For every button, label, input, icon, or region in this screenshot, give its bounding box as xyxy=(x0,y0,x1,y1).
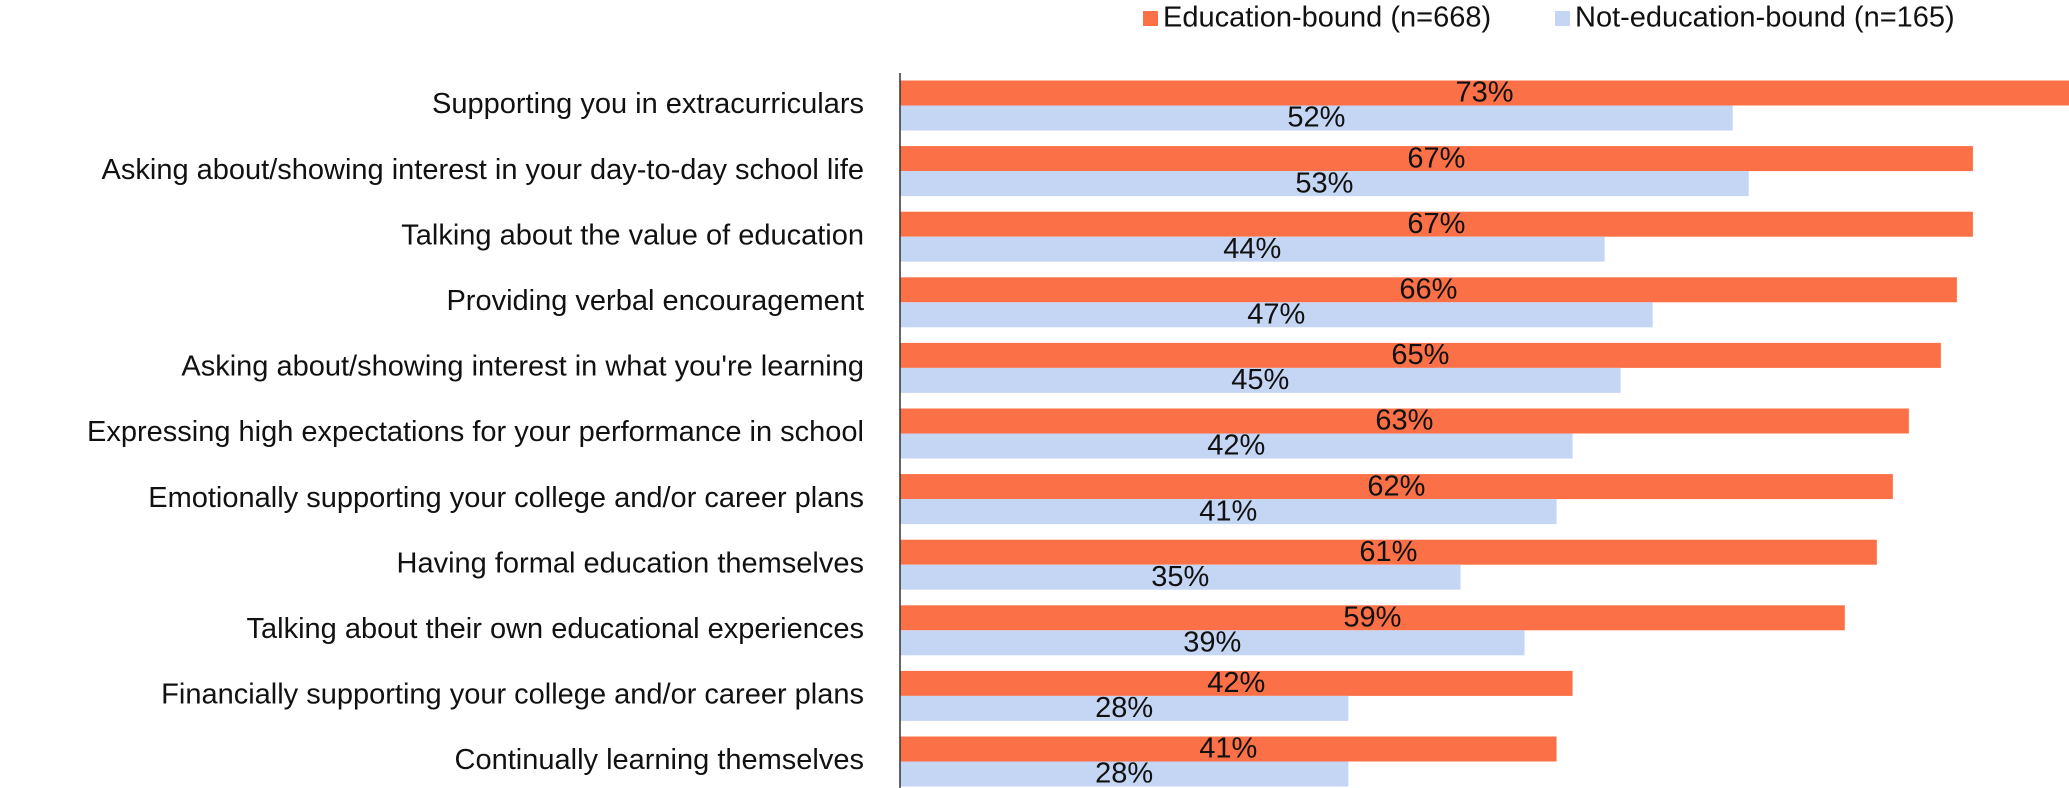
category-label: Providing verbal encouragement xyxy=(446,285,864,317)
bar xyxy=(900,80,2069,106)
legend-swatch xyxy=(1555,11,1570,26)
bar xyxy=(900,367,1621,393)
data-label: 67% xyxy=(1407,208,1465,240)
category-label: Having formal education themselves xyxy=(397,547,864,579)
bar xyxy=(900,605,1845,631)
bar xyxy=(900,211,1973,237)
legend-label: Education-bound (n=668) xyxy=(1163,2,1491,34)
bar xyxy=(900,277,1957,303)
data-label: 41% xyxy=(1199,495,1257,527)
data-label: 35% xyxy=(1151,561,1209,593)
bar xyxy=(900,474,1893,500)
data-label: 65% xyxy=(1391,339,1449,371)
category-label: Talking about their own educational expe… xyxy=(247,613,864,645)
data-label: 59% xyxy=(1343,601,1401,633)
data-label: 44% xyxy=(1223,233,1281,265)
data-label: 39% xyxy=(1183,626,1241,658)
data-label: 53% xyxy=(1295,167,1353,199)
data-label: 73% xyxy=(1455,77,1513,109)
bar xyxy=(900,499,1557,525)
data-label: 47% xyxy=(1247,298,1305,330)
bar xyxy=(900,105,1733,131)
data-label: 52% xyxy=(1287,102,1345,134)
bar xyxy=(900,342,1941,368)
bar xyxy=(900,433,1573,459)
data-label: 42% xyxy=(1207,667,1265,699)
bar xyxy=(900,695,1349,721)
data-label: 63% xyxy=(1375,405,1433,437)
bar xyxy=(900,630,1525,656)
category-label: Continually learning themselves xyxy=(455,744,864,776)
legend-label: Not-education-bound (n=165) xyxy=(1575,2,1955,34)
data-label: 28% xyxy=(1095,758,1153,788)
data-label: 45% xyxy=(1231,364,1289,396)
bar xyxy=(900,564,1461,590)
bar xyxy=(900,236,1605,262)
bar xyxy=(900,539,1877,565)
data-label: 28% xyxy=(1095,692,1153,724)
category-label: Asking about/showing interest in what yo… xyxy=(181,351,864,383)
data-label: 67% xyxy=(1407,142,1465,174)
bar xyxy=(900,761,1349,787)
data-label: 66% xyxy=(1399,273,1457,305)
bar xyxy=(900,302,1653,328)
category-label: Financially supporting your college and/… xyxy=(161,679,864,711)
category-label: Expressing high expectations for your pe… xyxy=(87,416,864,448)
data-label: 42% xyxy=(1207,430,1265,462)
data-label: 62% xyxy=(1367,470,1425,502)
category-label: Asking about/showing interest in your da… xyxy=(102,154,864,186)
legend-swatch xyxy=(1143,11,1158,26)
bar xyxy=(900,146,1973,172)
bar xyxy=(900,408,1909,434)
bar xyxy=(900,670,1573,696)
bar xyxy=(900,736,1557,762)
bar xyxy=(900,171,1749,197)
category-label: Supporting you in extracurriculars xyxy=(432,88,864,120)
data-label: 61% xyxy=(1359,536,1417,568)
category-label: Talking about the value of education xyxy=(401,219,864,251)
category-label: Emotionally supporting your college and/… xyxy=(148,482,864,514)
data-label: 41% xyxy=(1199,733,1257,765)
